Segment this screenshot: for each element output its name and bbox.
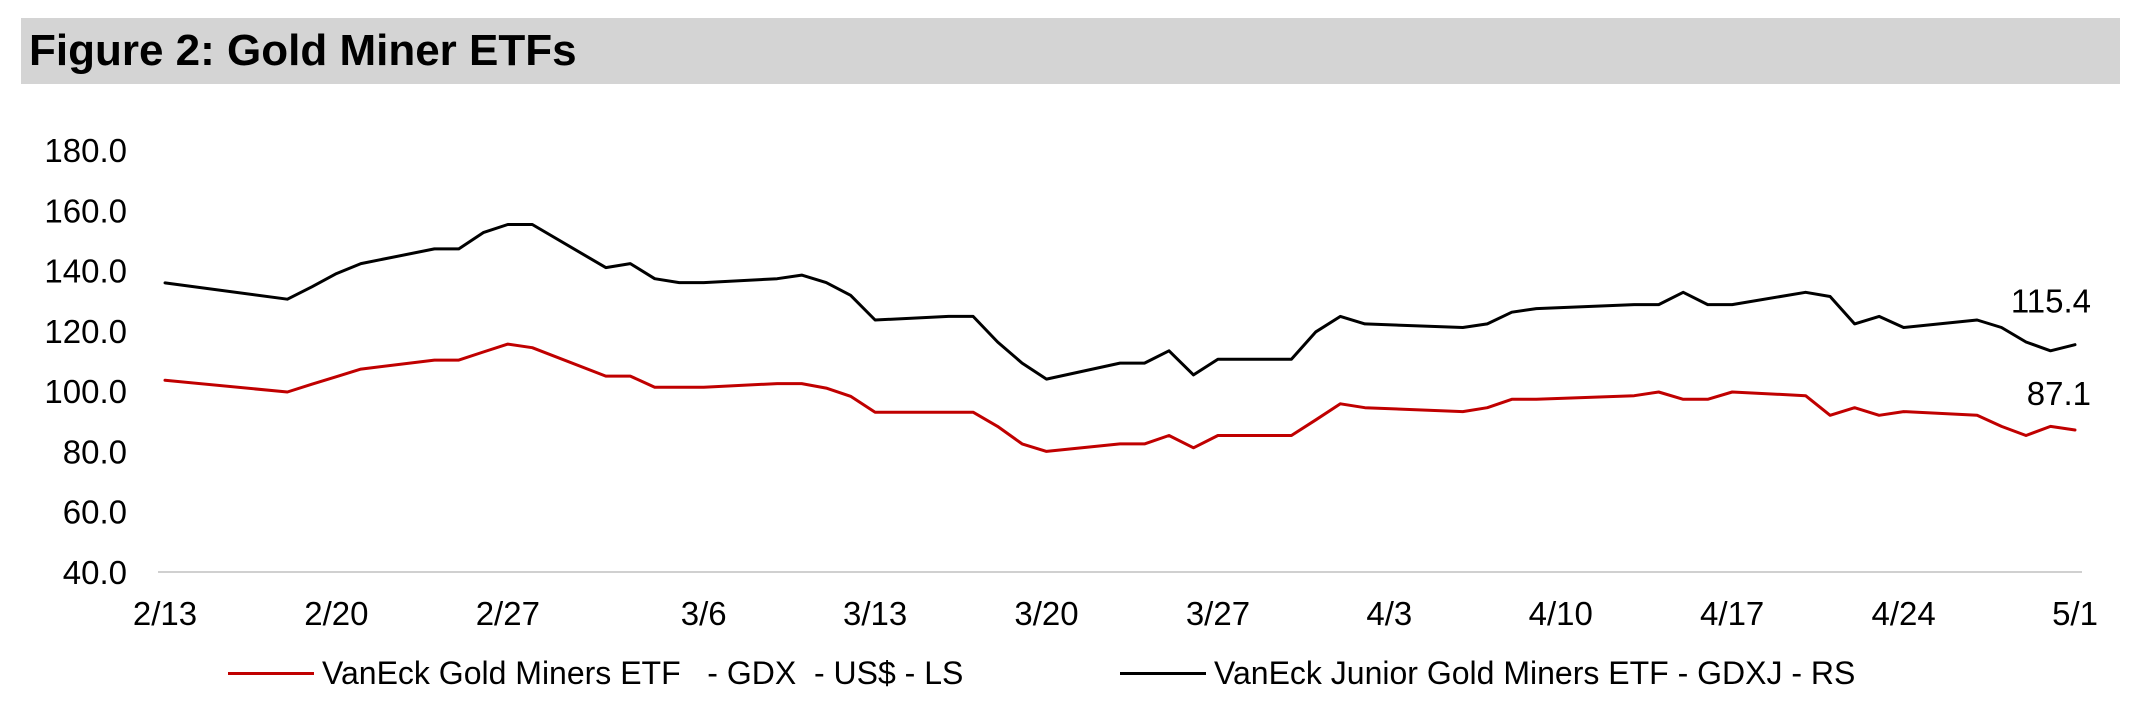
legend: VanEck Gold Miners ETF - GDX - US$ - LS …	[0, 650, 2142, 696]
legend-swatch-gdxj	[1120, 671, 1206, 675]
legend-item-gdx: VanEck Gold Miners ETF - GDX - US$ - LS	[228, 650, 963, 696]
x-tick-label: 5/1	[2052, 595, 2098, 632]
y-tick-label: 140.0	[44, 253, 127, 290]
x-tick-label: 3/13	[843, 595, 907, 632]
line-chart: 180.0 160.0 140.0 120.0 100.0 80.0 60.0 40.0 2/…	[44, 132, 2098, 632]
x-tick-label: 3/6	[681, 595, 727, 632]
x-axis: 2/13 2/20 2/27 3/6 3/13 3/20 3/27 4/3 4/10 4/17 4/…	[133, 595, 2098, 632]
series-group	[163, 223, 2077, 453]
x-tick-label: 4/17	[1700, 595, 1764, 632]
end-label-gdxj: 115.4	[2011, 283, 2091, 320]
y-tick-label: 120.0	[44, 313, 127, 350]
legend-label-gdx: VanEck Gold Miners ETF - GDX - US$ - LS	[322, 654, 964, 691]
x-tick-label: 4/24	[1871, 595, 1935, 632]
x-tick-label: 4/10	[1529, 595, 1593, 632]
x-tick-label: 3/27	[1186, 595, 1250, 632]
x-tick-label: 3/20	[1014, 595, 1078, 632]
chart-title: Figure 2: Gold Miner ETFs	[29, 26, 577, 75]
y-tick-label: 60.0	[63, 494, 127, 531]
legend-label-gdxj: VanEck Junior Gold Miners ETF - GDXJ - R…	[1214, 654, 1856, 691]
title-bar: Figure 2: Gold Miner ETFs	[21, 18, 2120, 84]
end-label-gdx: 87.1	[2027, 375, 2091, 412]
series-line-gdxj	[163, 223, 2077, 381]
y-tick-label: 40.0	[63, 554, 127, 591]
legend-item-gdxj: VanEck Junior Gold Miners ETF - GDXJ - R…	[1120, 650, 1855, 696]
y-tick-label: 100.0	[44, 373, 127, 410]
series-line-gdx	[163, 342, 2077, 453]
y-tick-label: 180.0	[44, 132, 127, 169]
x-tick-label: 2/27	[476, 595, 540, 632]
end-labels: 115.4 87.1	[2011, 283, 2091, 412]
y-tick-label: 80.0	[63, 433, 127, 470]
x-tick-label: 4/3	[1366, 595, 1412, 632]
legend-swatch-gdx	[228, 671, 314, 675]
x-tick-label: 2/20	[304, 595, 368, 632]
x-tick-label: 2/13	[133, 595, 197, 632]
y-tick-label: 160.0	[44, 192, 127, 229]
y-axis: 180.0 160.0 140.0 120.0 100.0 80.0 60.0 40.0	[44, 132, 127, 591]
